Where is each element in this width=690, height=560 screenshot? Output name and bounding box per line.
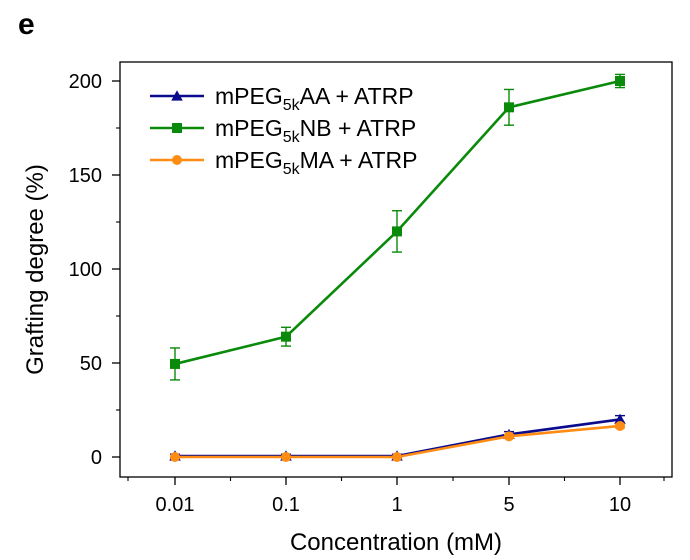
y-tick-label: 100 [69, 259, 102, 281]
x-tick-label: 5 [503, 494, 514, 516]
x-tick-label: 10 [609, 494, 631, 516]
data-point [281, 331, 291, 342]
data-point [170, 358, 180, 369]
legend-item: mPEG5kMA + ATRP [150, 147, 417, 178]
x-tick-label: 1 [391, 494, 402, 516]
data-point [615, 420, 625, 431]
legend-label: mPEG5kAA + ATRP [215, 83, 414, 114]
series-line [175, 418, 621, 458]
x-axis-ticks: 0.01 0.1 1 5 10 [127, 477, 665, 516]
x-tick-label: 0.1 [272, 494, 300, 516]
data-point [170, 452, 180, 462]
x-tick-label: 0.01 [156, 494, 195, 516]
legend-label: mPEG5kNB + ATRP [215, 115, 416, 146]
data-point [614, 413, 626, 424]
legend-label: mPEG5kMA + ATRP [215, 147, 417, 178]
series-ma [170, 420, 625, 462]
legend-item: mPEG5kNB + ATRP [150, 115, 416, 146]
y-axis-title: Grafting degree (%) [22, 164, 49, 375]
series-nb [170, 73, 625, 381]
data-point [504, 102, 514, 113]
y-axis-ticks: 0 50 100 150 200 [69, 71, 120, 469]
data-point [392, 452, 402, 462]
y-tick-label: 0 [91, 447, 102, 469]
legend-marker [171, 90, 183, 101]
series-group [169, 73, 626, 462]
x-axis-title: Concentration (mM) [290, 529, 502, 556]
y-tick-label: 50 [80, 353, 102, 375]
y-tick-label: 200 [69, 71, 102, 93]
data-point [392, 226, 402, 237]
y-tick-label: 150 [69, 165, 102, 187]
legend-marker [172, 123, 182, 133]
legend-marker [172, 155, 182, 165]
legend-item: mPEG5kAA + ATRP [150, 83, 414, 114]
data-point [281, 452, 291, 462]
data-point [504, 431, 514, 442]
data-point [615, 76, 625, 86]
panel-label: e [18, 8, 35, 41]
